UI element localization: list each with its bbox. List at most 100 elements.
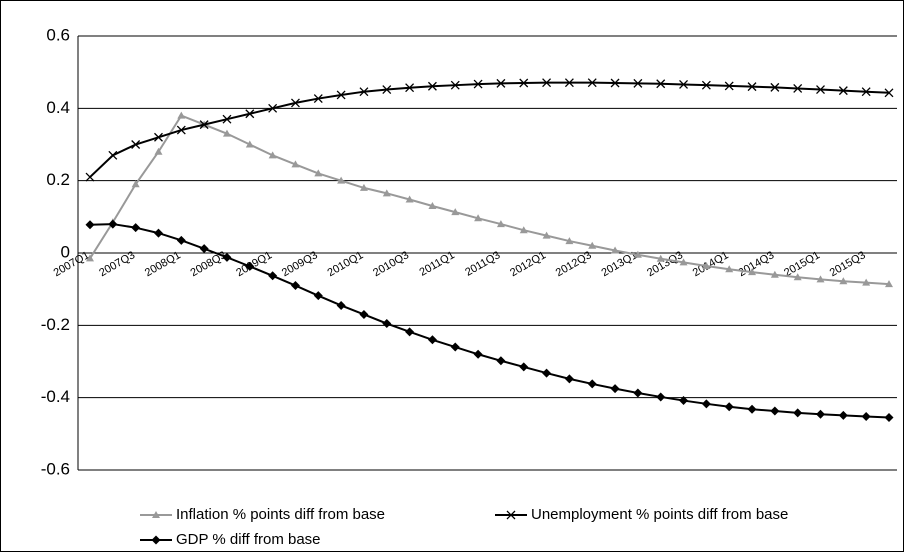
marker <box>724 81 734 91</box>
marker <box>793 408 803 418</box>
marker <box>268 103 278 113</box>
marker <box>519 226 528 234</box>
marker <box>725 265 734 273</box>
marker <box>656 392 666 402</box>
marker <box>313 291 323 301</box>
marker <box>153 228 163 238</box>
legend-label: Unemployment % points diff from base <box>531 506 788 523</box>
marker <box>131 180 140 188</box>
marker <box>199 244 209 254</box>
marker <box>245 261 255 271</box>
marker <box>382 85 392 94</box>
marker <box>176 235 186 245</box>
marker <box>496 78 506 88</box>
marker <box>337 176 346 184</box>
marker <box>427 335 437 345</box>
marker <box>564 374 574 384</box>
marker <box>496 220 505 228</box>
marker <box>451 208 460 216</box>
marker <box>679 258 688 266</box>
marker <box>450 342 460 352</box>
marker <box>633 250 642 258</box>
marker <box>382 319 392 329</box>
marker <box>405 327 415 337</box>
marker <box>519 362 529 372</box>
marker <box>679 396 689 406</box>
marker <box>85 172 95 182</box>
marker <box>291 160 300 168</box>
marker <box>633 388 643 398</box>
marker <box>177 111 186 119</box>
marker <box>861 411 871 421</box>
legend-marker <box>151 535 161 545</box>
marker <box>450 80 460 90</box>
marker <box>839 277 848 285</box>
marker <box>587 379 597 389</box>
marker <box>542 231 551 239</box>
marker <box>838 410 848 420</box>
marker <box>222 252 232 262</box>
marker <box>359 309 369 319</box>
marker <box>313 94 323 104</box>
marker <box>336 90 346 100</box>
series-line <box>89 81 890 178</box>
marker <box>382 189 391 197</box>
marker <box>154 132 163 142</box>
y-tick-label: -0.2 <box>41 315 70 334</box>
marker <box>108 219 118 229</box>
series <box>85 219 894 423</box>
marker <box>588 241 597 249</box>
marker <box>816 85 825 94</box>
marker <box>108 150 118 160</box>
marker <box>359 183 368 191</box>
marker <box>816 275 825 283</box>
marker <box>542 78 552 88</box>
marker <box>428 201 437 209</box>
marker <box>245 140 254 148</box>
y-tick-label: 0 <box>61 242 70 261</box>
marker <box>838 86 848 96</box>
marker <box>86 254 94 262</box>
marker <box>587 78 597 88</box>
marker <box>610 384 620 394</box>
legend-marker <box>506 510 516 520</box>
marker <box>405 195 414 203</box>
marker <box>176 125 186 135</box>
legend-marker <box>152 511 160 518</box>
marker <box>199 120 209 130</box>
marker <box>656 254 665 262</box>
marker <box>474 214 483 222</box>
marker <box>519 78 529 88</box>
marker <box>427 81 437 91</box>
marker <box>610 78 620 88</box>
marker <box>656 79 666 89</box>
marker <box>679 80 689 89</box>
y-tick-label: 0.2 <box>46 170 70 189</box>
marker <box>633 78 643 88</box>
marker <box>473 79 483 89</box>
marker <box>770 82 780 92</box>
marker <box>336 300 346 310</box>
marker <box>564 78 574 88</box>
marker <box>131 140 141 149</box>
series <box>85 78 894 182</box>
marker <box>542 368 552 378</box>
marker <box>359 87 369 97</box>
marker <box>701 80 711 90</box>
marker <box>724 402 734 412</box>
marker <box>222 129 231 137</box>
marker <box>268 151 277 159</box>
marker <box>290 98 300 108</box>
marker <box>793 273 802 281</box>
marker <box>473 349 483 359</box>
marker <box>565 237 574 245</box>
marker <box>816 409 826 419</box>
marker <box>748 268 757 276</box>
marker <box>496 356 506 366</box>
marker <box>611 246 620 254</box>
marker <box>770 270 779 278</box>
marker <box>770 406 780 416</box>
marker <box>131 223 141 233</box>
